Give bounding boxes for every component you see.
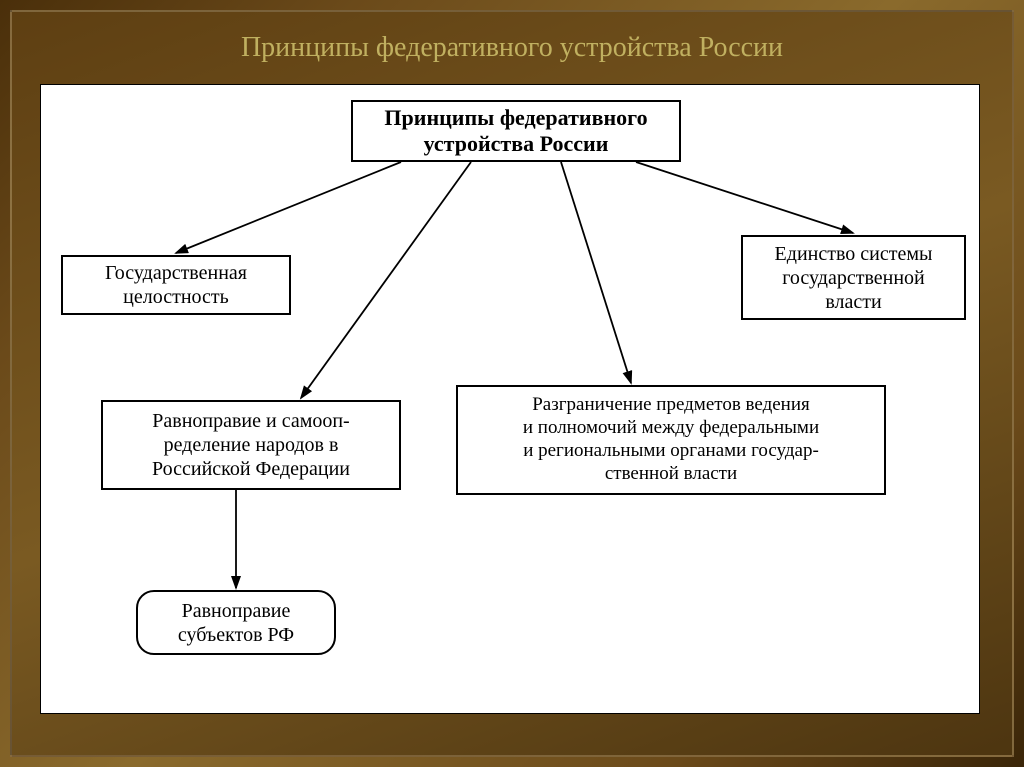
- node-equality-peoples: Равноправие и самооп-ределение народов в…: [101, 400, 401, 490]
- node-separation-powers: Разграничение предметов веденияи полномо…: [456, 385, 886, 495]
- node-equality-subjects-label: Равноправиесубъектов РФ: [178, 599, 294, 647]
- diagram-canvas: Принципы федеративногоустройства России …: [40, 84, 980, 714]
- node-root-label: Принципы федеративногоустройства России: [384, 105, 647, 158]
- node-unity-power-label: Единство системыгосударственнойвласти: [775, 242, 933, 314]
- node-equality-peoples-label: Равноправие и самооп-ределение народов в…: [152, 409, 350, 481]
- node-unity-power: Единство системыгосударственнойвласти: [741, 235, 966, 320]
- slide-title: Принципы федеративного устройства России: [0, 32, 1024, 64]
- node-root: Принципы федеративногоустройства России: [351, 100, 681, 162]
- node-state-integrity: Государственнаяцелостность: [61, 255, 291, 315]
- node-state-integrity-label: Государственнаяцелостность: [105, 261, 247, 309]
- node-separation-powers-label: Разграничение предметов веденияи полномо…: [523, 394, 819, 485]
- node-equality-subjects: Равноправиесубъектов РФ: [136, 590, 336, 655]
